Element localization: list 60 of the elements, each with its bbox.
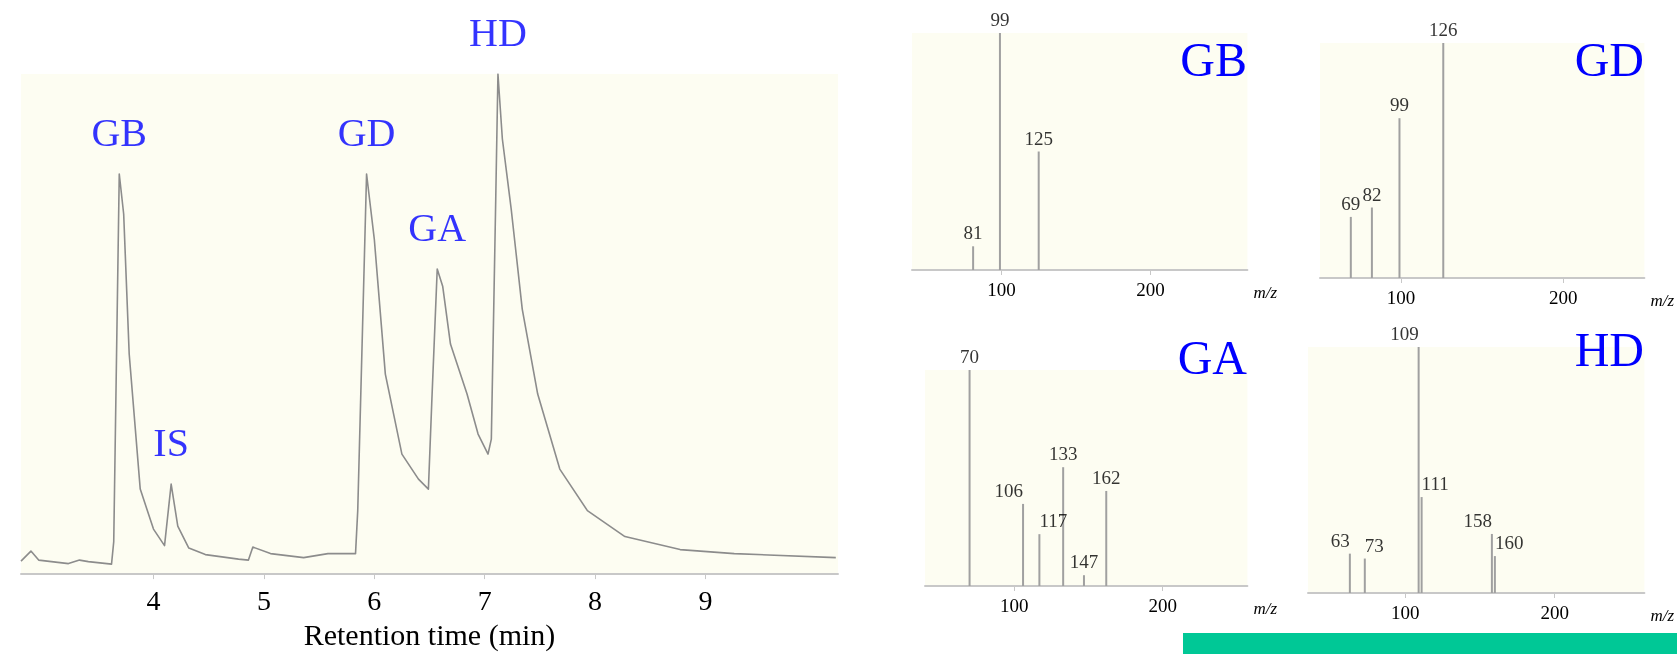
- bar: [1442, 43, 1445, 278]
- bar: [968, 370, 971, 586]
- annotation: 81: [963, 222, 983, 244]
- annotation: 147: [1069, 551, 1099, 573]
- annotation: GD: [337, 109, 396, 155]
- annotation: GB: [91, 109, 148, 155]
- bar: [1490, 533, 1493, 593]
- annotation: HD: [469, 9, 527, 55]
- x-tick-label: 100: [1386, 287, 1416, 308]
- annotation: 99: [990, 9, 1010, 30]
- chart-title: GD: [1574, 32, 1644, 86]
- annotation: 111: [1421, 473, 1449, 495]
- x-axis-title: m/z: [1650, 606, 1675, 625]
- annotation: 63: [1330, 529, 1350, 551]
- x-tick-label: 5: [256, 584, 271, 616]
- x-axis-title: m/z: [1253, 599, 1278, 618]
- x-tick-label: 9: [698, 584, 713, 616]
- bar: [1349, 216, 1352, 278]
- annotation: 162: [1092, 466, 1121, 488]
- bar: [1105, 490, 1108, 586]
- x-tick-label: 200: [1549, 287, 1578, 308]
- bar: [1417, 347, 1420, 593]
- annotation: 82: [1362, 183, 1382, 205]
- x-tick-label: 200: [1540, 602, 1569, 623]
- bar: [1370, 207, 1373, 278]
- bar: [1082, 575, 1085, 586]
- x-tick-label: 200: [1148, 595, 1177, 616]
- x-tick-label: 8: [588, 584, 603, 616]
- annotation: 73: [1364, 534, 1384, 556]
- annotation: 160: [1494, 532, 1524, 554]
- annotation: 158: [1463, 509, 1492, 531]
- x-axis-title: m/z: [1650, 291, 1675, 310]
- x-axis-title: Retention time (min): [303, 617, 556, 652]
- x-tick-label: 100: [987, 279, 1016, 300]
- x-tick-label: 6: [367, 584, 382, 616]
- annotation: GA: [408, 204, 467, 250]
- annotation: IS: [153, 419, 189, 465]
- chart-title: GB: [1180, 32, 1248, 86]
- annotation: 109: [1390, 323, 1419, 344]
- x-axis-title: m/z: [1253, 283, 1278, 302]
- chart-title: HD: [1574, 322, 1644, 376]
- annotation: 99: [1389, 94, 1409, 116]
- x-tick-label: 7: [477, 584, 492, 616]
- annotation: 133: [1048, 443, 1078, 465]
- bar: [1038, 534, 1041, 586]
- bar: [1348, 553, 1351, 593]
- bar: [1022, 503, 1025, 586]
- annotation: 125: [1024, 127, 1053, 149]
- x-tick-label: 200: [1136, 279, 1165, 300]
- annotation: 69: [1341, 192, 1361, 214]
- chart-title: GA: [1177, 330, 1248, 384]
- annotation: 117: [1039, 510, 1068, 532]
- x-tick-label: 100: [1390, 602, 1420, 623]
- annotation: 106: [994, 479, 1024, 501]
- x-tick-label: 100: [999, 595, 1029, 616]
- x-tick-label: 4: [146, 584, 161, 616]
- bar: [1398, 118, 1401, 278]
- bar: [1363, 558, 1366, 593]
- annotation: 126: [1429, 19, 1458, 40]
- annotation: 70: [960, 346, 980, 367]
